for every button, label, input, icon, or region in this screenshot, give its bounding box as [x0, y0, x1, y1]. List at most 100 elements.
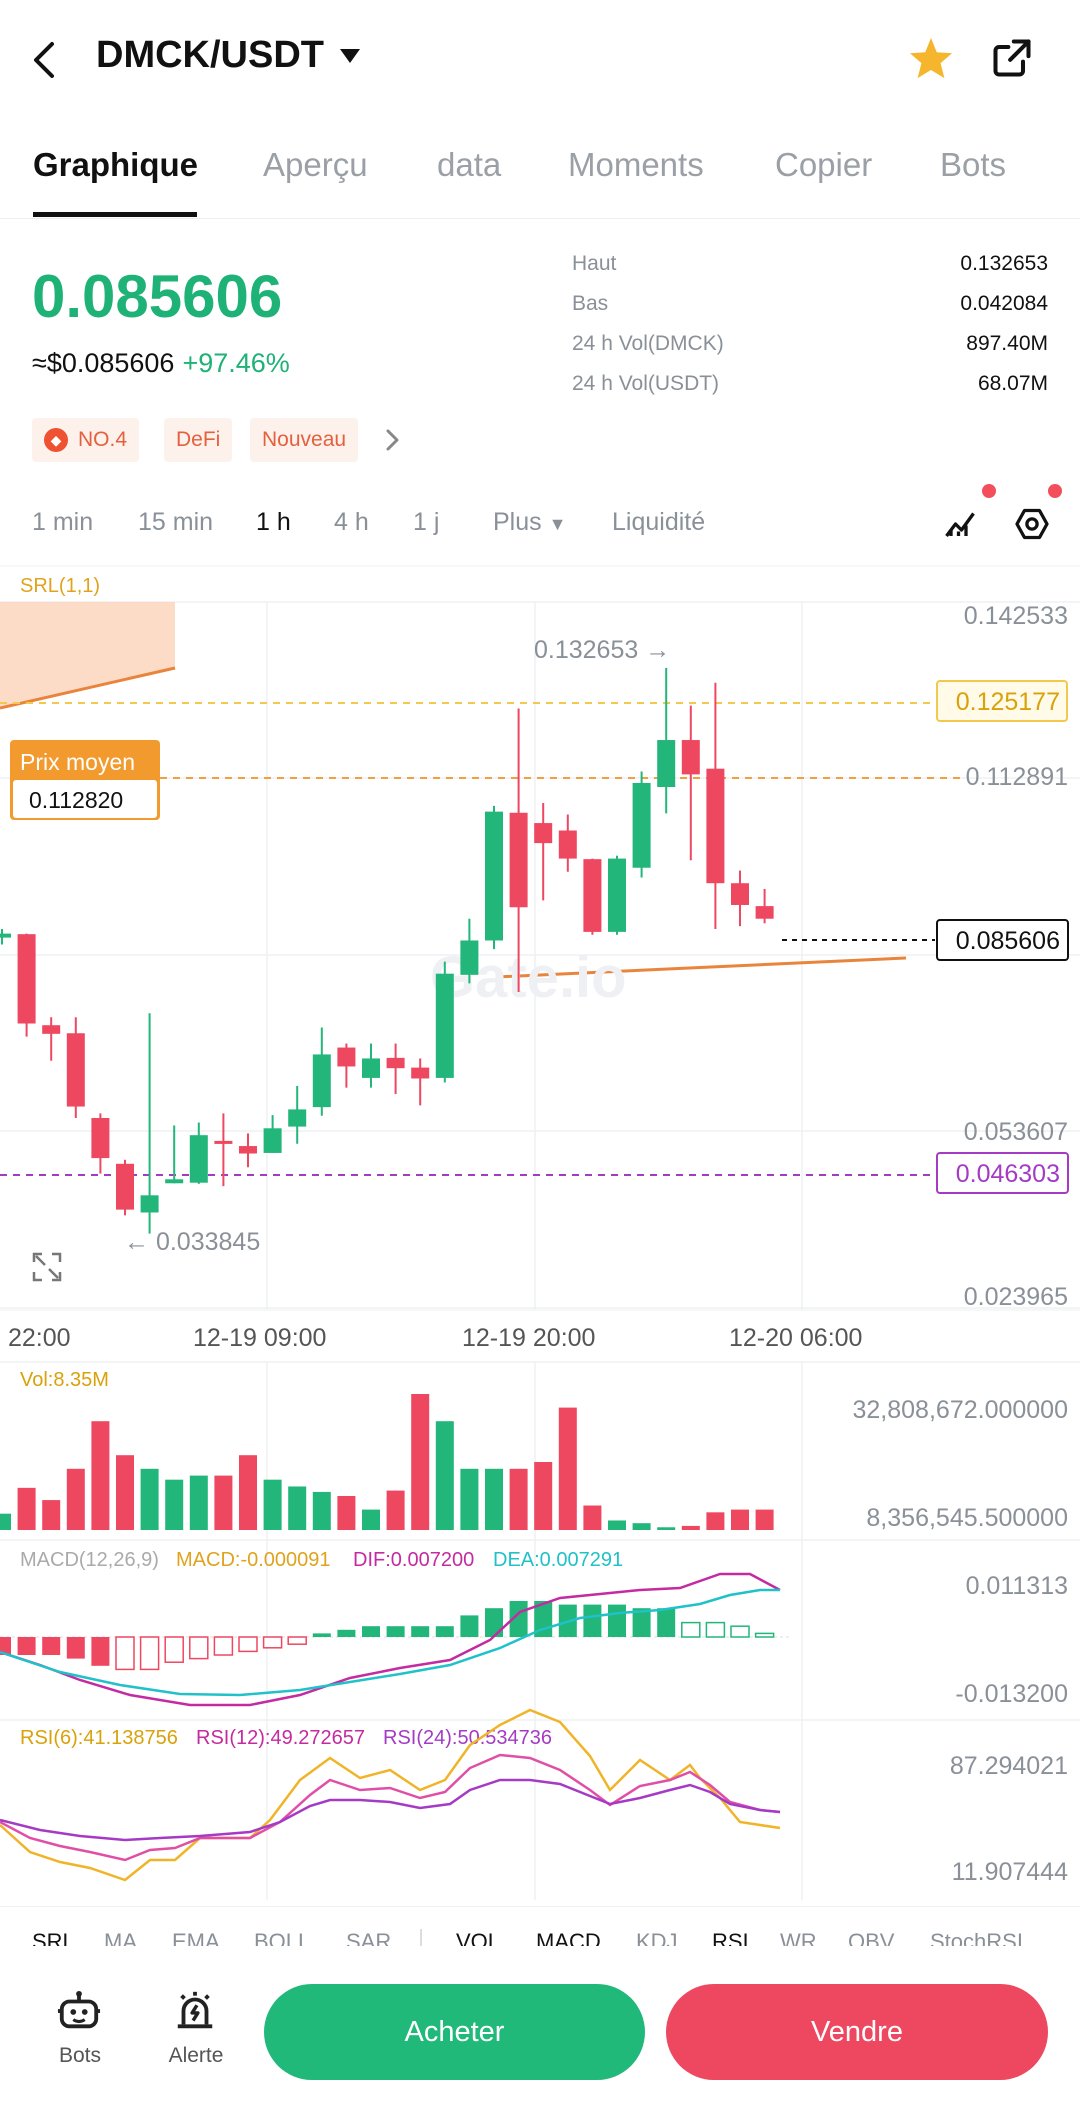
tab-data[interactable]: data: [437, 146, 502, 183]
candle-body[interactable]: [386, 1057, 405, 1069]
volume-bars-group: [0, 1394, 774, 1530]
candle-body[interactable]: [583, 859, 602, 932]
fullscreen-icon[interactable]: [32, 1252, 62, 1282]
indicator-stochrsi[interactable]: StochRSI: [930, 1929, 1023, 1947]
back-arrow-icon[interactable]: [28, 38, 62, 82]
srl-zone: [0, 602, 175, 708]
candle-body[interactable]: [558, 830, 577, 859]
interval-more[interactable]: Plus ▼: [493, 508, 566, 537]
defi-tag[interactable]: DeFi: [164, 418, 233, 462]
candle-body[interactable]: [706, 768, 725, 884]
current-price-tag: [936, 919, 1069, 961]
candle-body[interactable]: [755, 906, 774, 919]
interval-15min[interactable]: 15 min: [138, 508, 214, 536]
candle-body[interactable]: [608, 858, 626, 932]
candle-body[interactable]: [0, 933, 11, 938]
usd-price: ≈$0.085606: [32, 348, 175, 378]
interval-1d[interactable]: 1 j: [413, 508, 440, 536]
macd-bar: [705, 1621, 726, 1638]
rank-tag[interactable]: ◆ NO.4: [32, 418, 140, 462]
indicator-rsi[interactable]: RSI: [712, 1929, 749, 1947]
indicator-obv[interactable]: OBV: [848, 1929, 895, 1947]
rank-icon: ◆: [44, 428, 68, 452]
macd-dea-line: [0, 1588, 780, 1697]
indicator-ma[interactable]: MA: [104, 1929, 137, 1947]
candle-body[interactable]: [485, 811, 503, 941]
candlestick-chart[interactable]: SRL(1,1) Gate.io 0.132653 → ← 0.033845 P…: [0, 0, 1080, 1906]
sell-button[interactable]: Vendre: [666, 1984, 1048, 2080]
avg-price-label: Prix moyen: [20, 749, 135, 775]
chevron-right-icon[interactable]: [382, 426, 404, 454]
tab-moments[interactable]: Moments: [568, 146, 704, 183]
volume-label: Vol:8.35M: [20, 1369, 109, 1391]
interval-liquidity[interactable]: Liquidité: [612, 508, 706, 536]
candle-body[interactable]: [140, 1195, 159, 1213]
candle-body[interactable]: [165, 1179, 184, 1184]
candle-body[interactable]: [534, 823, 553, 844]
tab-copier[interactable]: Copier: [775, 146, 873, 183]
candle-body[interactable]: [509, 812, 528, 908]
candle-body[interactable]: [460, 940, 479, 975]
candle-body[interactable]: [239, 1146, 257, 1154]
macd-bar: [386, 1626, 405, 1637]
interval-4h[interactable]: 4 h: [334, 508, 369, 536]
indicator-ema[interactable]: EMA: [172, 1929, 220, 1947]
candle-body[interactable]: [288, 1109, 307, 1127]
macd-title: MACD(12,26,9): [20, 1549, 159, 1571]
candle-body[interactable]: [632, 782, 651, 868]
candle-body[interactable]: [681, 740, 700, 775]
indicator-sar[interactable]: SAR: [346, 1929, 392, 1947]
macd-bar: [213, 1636, 234, 1656]
purple-level-value: 0.046303: [956, 1160, 1060, 1188]
new-tag[interactable]: Nouveau: [250, 418, 359, 462]
alert-bell-icon[interactable]: [172, 1988, 218, 2034]
share-icon[interactable]: [990, 36, 1034, 80]
yellow-level-value: 0.125177: [956, 688, 1060, 716]
tab-apercu[interactable]: Aperçu: [263, 146, 368, 183]
bots-label: Bots: [58, 2044, 102, 2067]
interval-1min[interactable]: 1 min: [32, 508, 94, 536]
volume-bar: [731, 1509, 749, 1530]
candle-body[interactable]: [435, 973, 454, 1078]
price-change: +97.46%: [182, 348, 290, 378]
volume-bar: [485, 1468, 503, 1530]
star-favorite-icon[interactable]: [908, 36, 954, 80]
candle-body[interactable]: [214, 1140, 233, 1144]
volume-bar: [116, 1455, 134, 1530]
tab-graphique[interactable]: Graphique: [33, 146, 199, 183]
avg-price-value: 0.112820: [29, 787, 123, 813]
candle-body[interactable]: [411, 1067, 430, 1079]
candle-body[interactable]: [42, 1025, 61, 1034]
tab-bots[interactable]: Bots: [940, 146, 1007, 183]
candle-body[interactable]: [657, 740, 676, 787]
candle-body[interactable]: [731, 883, 749, 905]
candle-body[interactable]: [312, 1054, 331, 1108]
indicator-wr[interactable]: WR: [780, 1929, 817, 1947]
candle-body[interactable]: [189, 1135, 208, 1183]
buy-button[interactable]: Acheter: [264, 1984, 645, 2080]
bot-robot-icon[interactable]: [56, 1990, 102, 2034]
indicator-macd[interactable]: MACD: [536, 1929, 601, 1947]
price-axis-label: 0.142533: [964, 602, 1068, 630]
candle-body[interactable]: [91, 1117, 110, 1159]
stat-vol-quote-label: 24 h Vol(USDT): [572, 372, 720, 395]
pair-selector[interactable]: DMCK/USDT: [96, 34, 360, 77]
chart-settings-icon[interactable]: [1014, 506, 1050, 542]
indicator-boll[interactable]: BOLL: [254, 1929, 311, 1947]
macd-bar: [435, 1626, 454, 1637]
stat-vol-base-value: 897.40M: [966, 332, 1048, 355]
candle-body[interactable]: [17, 934, 36, 1024]
candle-body[interactable]: [66, 1033, 85, 1107]
candle-body[interactable]: [337, 1047, 356, 1067]
indicator-chart-icon[interactable]: [942, 506, 978, 542]
indicator-kdj[interactable]: KDJ: [636, 1929, 678, 1947]
rsi-axis-label: 11.907444: [952, 1858, 1068, 1886]
candle-body[interactable]: [263, 1128, 282, 1153]
indicator-srl[interactable]: SRL: [32, 1929, 75, 1947]
volume-bar: [632, 1523, 651, 1530]
volume-bar: [706, 1512, 725, 1530]
candle-body[interactable]: [362, 1058, 380, 1078]
interval-1h[interactable]: 1 h: [256, 508, 291, 536]
candle-body[interactable]: [116, 1163, 134, 1210]
indicator-vol[interactable]: VOL: [456, 1929, 501, 1947]
